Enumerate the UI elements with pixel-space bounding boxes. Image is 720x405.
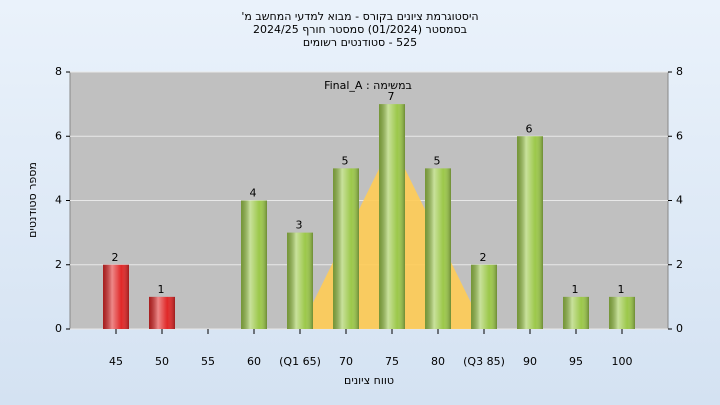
- bar-shine: [149, 296, 175, 329]
- x-tick-label: 90: [523, 355, 537, 368]
- x-tick-label: 75: [385, 355, 399, 368]
- title-line: היסטוגרמת ציונים בקורס - מבוא למדעי המחש…: [241, 10, 478, 23]
- data-label: 4: [250, 187, 257, 200]
- x-tick-label: 100: [612, 355, 633, 368]
- data-label: 1: [158, 283, 165, 296]
- bar-shine: [103, 264, 129, 329]
- x-axis-label: טווח ציונים: [344, 374, 394, 387]
- x-tick-label: 70: [339, 355, 353, 368]
- data-label: 5: [342, 154, 349, 167]
- bar-shine: [379, 104, 405, 329]
- x-tick-label: 45: [109, 355, 123, 368]
- data-label: 2: [480, 251, 487, 264]
- x-tick-label: 60: [247, 355, 261, 368]
- y-tick-label: 8: [55, 65, 62, 78]
- x-tick-label: 55: [201, 355, 215, 368]
- data-label: 6: [526, 122, 533, 135]
- y-tick-label: 6: [55, 129, 62, 142]
- data-label: 5: [434, 154, 441, 167]
- x-tick-label: 50: [155, 355, 169, 368]
- y2-tick-label: 6: [676, 129, 683, 142]
- x-tick-label: (Q1 65): [279, 355, 321, 368]
- bar-shine: [517, 136, 543, 329]
- bar-shine: [563, 296, 589, 329]
- y-tick-label: 2: [55, 258, 62, 271]
- bar-shine: [241, 200, 267, 329]
- y2-tick-label: 2: [676, 258, 683, 271]
- y2-tick-label: 0: [676, 322, 683, 335]
- annotation: במשימה : Final_A: [324, 79, 412, 92]
- data-label: 2: [112, 251, 119, 264]
- data-label: 7: [388, 90, 395, 103]
- x-tick-label: 80: [431, 355, 445, 368]
- bar-shine: [471, 264, 497, 329]
- data-label: 1: [572, 283, 579, 296]
- y-tick-label: 0: [55, 322, 62, 335]
- y2-tick-label: 8: [676, 65, 683, 78]
- bar-shine: [609, 296, 635, 329]
- bar-shine: [425, 168, 451, 329]
- bar-shine: [333, 168, 359, 329]
- title-line: 525 - סטודנטים רשומים: [303, 36, 417, 49]
- title-line: בסמסטר (01/2024) סמסטר חורף 2024/25: [253, 23, 467, 36]
- data-label: 3: [296, 219, 303, 232]
- bar-shine: [287, 232, 313, 329]
- y-tick-label: 4: [55, 194, 62, 207]
- x-tick-label: 95: [569, 355, 583, 368]
- x-tick-label: (Q3 85): [463, 355, 505, 368]
- y2-tick-label: 4: [676, 194, 683, 207]
- y-axis-label: מספר סטודנטים: [26, 162, 39, 238]
- data-label: 1: [618, 283, 625, 296]
